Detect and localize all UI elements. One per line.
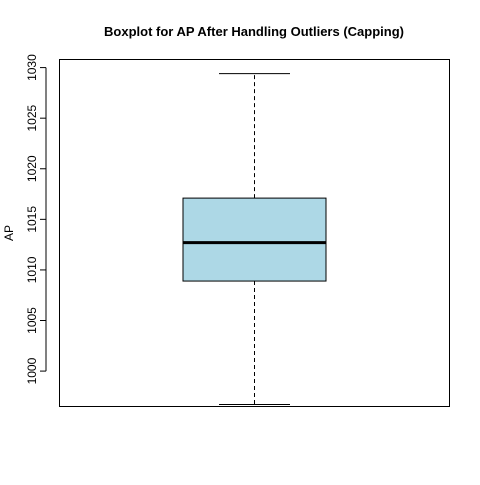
y-axis-label: AP (2, 225, 16, 241)
y-tick-label: 1015 (25, 206, 39, 233)
y-tick-label: 1020 (25, 155, 39, 182)
plot-frame (59, 59, 450, 407)
y-tick-label: 1030 (25, 54, 39, 81)
y-axis: 1000 1005 1010 1015 1020 1025 1030 (25, 54, 47, 384)
iqr-box (182, 197, 327, 282)
y-tick-label: 1025 (25, 105, 39, 132)
chart-title: Boxplot for AP After Handling Outliers (… (104, 24, 404, 39)
box-group (182, 73, 327, 405)
y-tick-label: 1010 (25, 256, 39, 283)
y-tick-label: 1000 (25, 357, 39, 384)
y-tick-label: 1005 (25, 307, 39, 334)
